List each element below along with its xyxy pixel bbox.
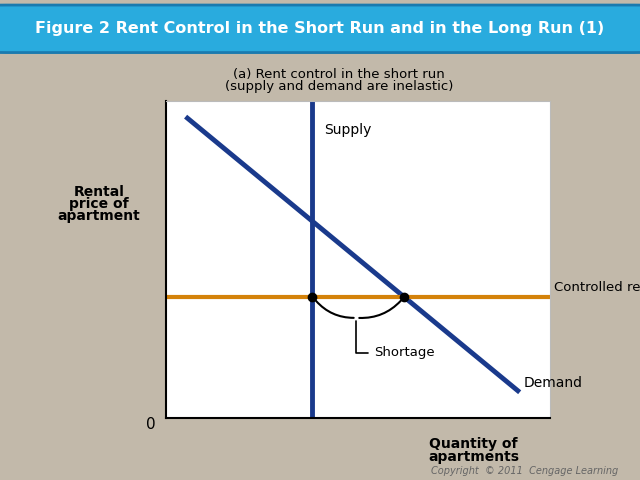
- Text: apartment: apartment: [58, 209, 141, 223]
- Text: Copyright  © 2011  Cengage Learning: Copyright © 2011 Cengage Learning: [431, 466, 618, 476]
- Text: (a) Rent control in the short run: (a) Rent control in the short run: [234, 68, 445, 81]
- Text: Controlled rent: Controlled rent: [554, 281, 640, 294]
- Text: apartments: apartments: [428, 450, 519, 464]
- Text: Quantity of: Quantity of: [429, 437, 518, 451]
- Text: Figure 2 Rent Control in the Short Run and in the Long Run (1): Figure 2 Rent Control in the Short Run a…: [35, 21, 605, 36]
- Text: Shortage: Shortage: [356, 321, 435, 360]
- Text: Supply: Supply: [324, 123, 371, 137]
- Text: price of: price of: [69, 197, 129, 211]
- Text: Demand: Demand: [524, 376, 582, 390]
- Text: Rental: Rental: [74, 185, 125, 199]
- Text: (supply and demand are inelastic): (supply and demand are inelastic): [225, 80, 453, 93]
- FancyBboxPatch shape: [0, 5, 640, 53]
- Text: 0: 0: [145, 417, 156, 432]
